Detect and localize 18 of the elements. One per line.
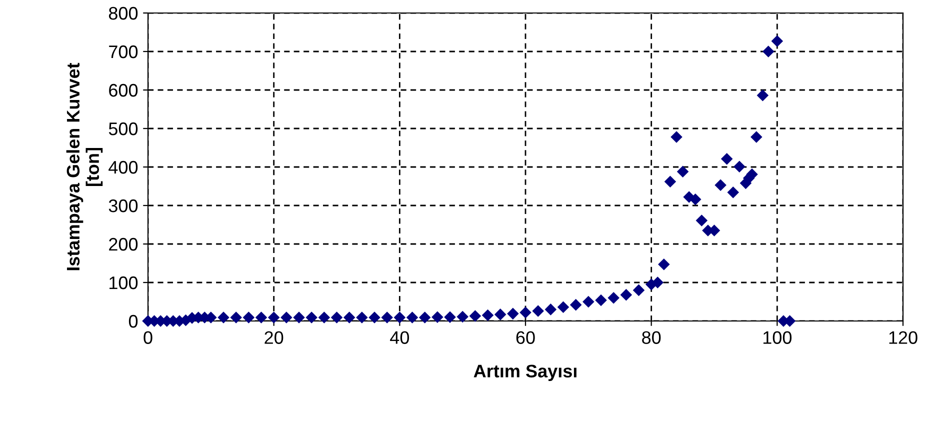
x-tick-label: 20 — [264, 331, 284, 344]
x-tick-label: 0 — [144, 331, 152, 344]
y-axis-title: Istampaya Gelen Kuvvet [ton] — [66, 62, 103, 270]
x-tick-label: 120 — [889, 331, 918, 344]
y-tick-label: 0 — [128, 314, 138, 328]
y-tick-label: 500 — [108, 122, 138, 136]
y-tick-label: 400 — [108, 160, 138, 174]
x-tick-label: 40 — [390, 331, 410, 344]
y-tick-label: 300 — [108, 199, 138, 212]
y-tick-label: 700 — [109, 45, 138, 58]
x-tick-label: 60 — [516, 331, 535, 344]
x-tick-label: 100 — [763, 331, 792, 344]
x-tick-label: 80 — [642, 331, 661, 344]
y-tick-label: 600 — [109, 84, 138, 97]
y-tick-label: 800 — [108, 6, 138, 20]
y-tick-label: 200 — [109, 238, 138, 251]
y-tick-label: 100 — [110, 276, 138, 290]
x-axis-title: Artım Sayısı — [474, 364, 576, 382]
